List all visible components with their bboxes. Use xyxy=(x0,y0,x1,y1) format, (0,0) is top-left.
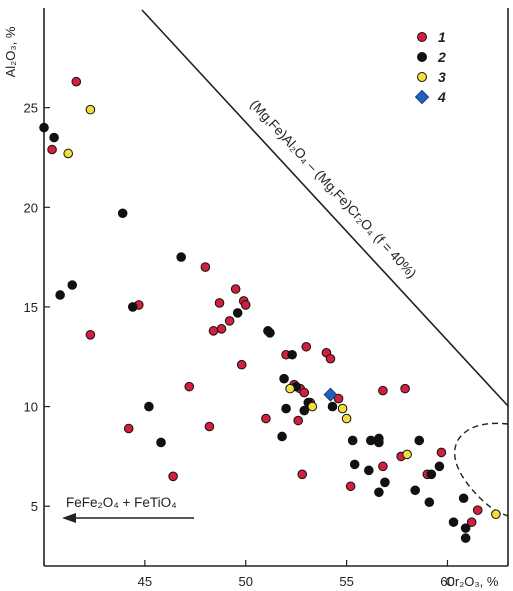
boundary-annotation: (Mg,Fe)Al₂O₄ – (Mg,Fe)Cr₂O₄ (f = 40%) xyxy=(247,97,419,281)
data-point-series-1 xyxy=(333,393,344,404)
data-point-series-3 xyxy=(341,413,352,424)
data-point-series-2 xyxy=(156,437,166,448)
data-point-series-2 xyxy=(374,487,384,498)
data-point-series-2 xyxy=(417,52,427,62)
data-point-series-2 xyxy=(277,431,287,442)
data-point-series-2 xyxy=(279,373,289,384)
data-point-series-1 xyxy=(297,469,308,480)
x-tick-label: 55 xyxy=(339,574,353,589)
data-point-series-1 xyxy=(466,517,477,527)
data-point-series-1 xyxy=(123,423,134,434)
data-point-series-2 xyxy=(127,302,138,312)
data-point-series-2 xyxy=(232,308,243,318)
y-axis-label: Al₂O₃, % xyxy=(3,26,18,77)
x-tick-label: 60 xyxy=(440,574,454,589)
data-point-series-2 xyxy=(49,132,59,143)
data-point-series-3 xyxy=(417,72,427,82)
data-point-series-2 xyxy=(460,523,471,533)
data-point-series-1 xyxy=(224,316,235,326)
data-point-series-2 xyxy=(434,461,445,472)
data-point-series-2 xyxy=(424,497,435,508)
data-point-series-2 xyxy=(176,252,186,262)
data-point-series-1 xyxy=(71,76,82,87)
data-point-series-2 xyxy=(39,122,49,133)
data-point-series-2 xyxy=(458,493,469,504)
data-point-series-2 xyxy=(460,533,471,543)
data-point-series-2 xyxy=(144,401,154,412)
arrow-annotation: FeFe₂O₄ + FeTiO₄ xyxy=(66,495,177,510)
data-point-series-1 xyxy=(261,413,271,424)
data-point-series-4 xyxy=(414,89,430,105)
data-point-series-3 xyxy=(402,449,412,460)
data-point-series-1 xyxy=(168,471,178,482)
data-point-series-1 xyxy=(230,284,241,294)
data-point-series-4 xyxy=(323,387,338,402)
data-point-series-1 xyxy=(325,353,336,364)
data-point-series-1 xyxy=(400,383,410,394)
arrow-head xyxy=(62,513,76,523)
data-point-series-2 xyxy=(374,437,384,448)
data-point-series-2 xyxy=(299,405,310,416)
data-point-series-3 xyxy=(63,148,74,159)
data-point-series-2 xyxy=(281,403,291,414)
x-tick-label: 50 xyxy=(239,574,253,589)
data-point-series-1 xyxy=(236,359,247,370)
data-point-series-2 xyxy=(366,435,376,446)
data-point-series-2 xyxy=(414,435,425,446)
data-point-series-2 xyxy=(426,469,437,480)
data-point-series-1 xyxy=(472,505,483,516)
data-point-series-2 xyxy=(380,477,390,488)
legend-label-1: 1 xyxy=(438,29,446,45)
data-point-series-1 xyxy=(301,341,312,352)
legend-label-4: 4 xyxy=(437,89,446,105)
x-tick-label: 45 xyxy=(138,574,152,589)
legend-label-3: 3 xyxy=(438,69,446,85)
data-point-series-1 xyxy=(216,324,227,334)
data-point-series-2 xyxy=(265,328,275,338)
data-point-series-3 xyxy=(307,401,318,412)
data-point-series-1 xyxy=(85,330,96,340)
data-point-series-1 xyxy=(436,447,447,458)
data-point-series-1 xyxy=(184,381,195,392)
data-points xyxy=(39,76,501,543)
legend-label-2: 2 xyxy=(437,49,446,65)
data-point-series-2 xyxy=(327,401,338,412)
data-point-series-1 xyxy=(293,415,303,426)
data-point-series-2 xyxy=(448,517,459,527)
data-point-series-1 xyxy=(204,421,215,432)
data-point-series-1 xyxy=(47,144,57,155)
x-axis-label: Cr₂O₃, % xyxy=(446,574,499,589)
data-point-series-1 xyxy=(240,300,251,310)
y-tick-label: 5 xyxy=(31,499,38,514)
data-point-series-3 xyxy=(285,383,295,394)
data-point-series-1 xyxy=(214,298,225,308)
data-point-series-1 xyxy=(345,481,356,492)
data-point-series-2 xyxy=(347,435,358,446)
boundary-line xyxy=(141,9,509,407)
data-point-series-3 xyxy=(85,104,96,115)
data-point-series-1 xyxy=(378,385,388,396)
data-point-series-2 xyxy=(67,280,78,290)
data-point-series-3 xyxy=(337,403,348,414)
data-point-series-3 xyxy=(491,509,501,519)
data-point-series-2 xyxy=(410,485,421,496)
data-point-series-2 xyxy=(287,349,297,360)
tick-labels: 45 50 55 60 5 10 15 20 25 xyxy=(24,101,455,589)
data-point-series-1 xyxy=(208,326,219,336)
y-tick-label: 20 xyxy=(24,200,38,215)
data-point-series-1 xyxy=(200,262,211,272)
data-point-series-2 xyxy=(55,290,65,300)
y-tick-label: 25 xyxy=(24,101,38,116)
y-tick-label: 15 xyxy=(24,300,38,315)
data-point-series-2 xyxy=(117,208,128,219)
data-point-series-1 xyxy=(378,461,388,472)
data-point-series-1 xyxy=(299,387,310,398)
data-point-series-2 xyxy=(349,459,360,470)
data-point-series-1 xyxy=(417,32,427,42)
y-tick-label: 10 xyxy=(24,400,38,415)
legend: 1 2 3 4 xyxy=(414,29,446,105)
data-point-series-2 xyxy=(364,465,374,476)
